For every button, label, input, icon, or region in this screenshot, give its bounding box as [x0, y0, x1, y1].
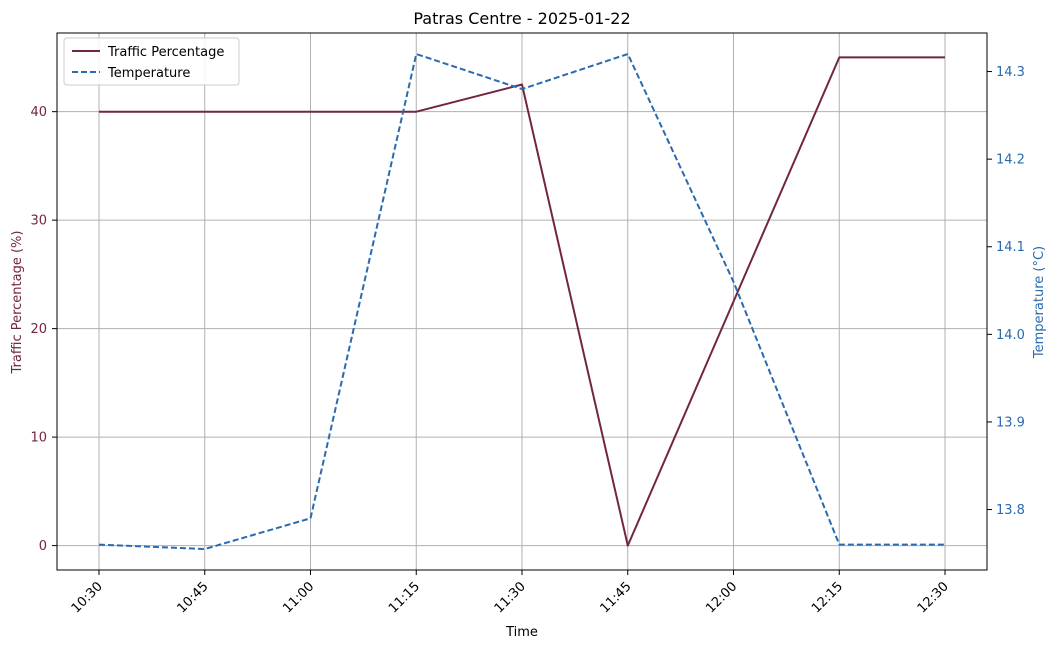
- legend-label-temperature: Temperature: [107, 66, 190, 81]
- grid: [57, 33, 987, 570]
- y-left-tick-label: 10: [30, 431, 47, 446]
- x-tick-label: 11:30: [492, 579, 529, 616]
- x-tick-label: 11:45: [597, 579, 634, 616]
- y-left-tick-label: 20: [30, 322, 47, 337]
- x-axis: 10:30 10:45 11:00 11:15 11:30 11:45 12:00 12:15…: [69, 570, 952, 616]
- y-axis-left: 0 10 20 30 40: [30, 105, 57, 554]
- x-tick-label: 12:30: [915, 579, 952, 616]
- traffic-line: [99, 56, 945, 547]
- y-left-tick-label: 0: [39, 539, 47, 554]
- y-axis-left-label: Traffic Percentage (%): [10, 231, 25, 375]
- y-right-tick-label: 14.1: [996, 240, 1025, 255]
- x-tick-label: 11:15: [386, 579, 423, 616]
- y-right-tick-label: 13.9: [996, 415, 1025, 430]
- x-tick-label: 10:45: [174, 579, 211, 616]
- y-right-tick-label: 14.2: [996, 153, 1025, 168]
- y-left-tick-label: 40: [30, 105, 47, 120]
- plot-area: [98, 53, 945, 550]
- legend: Traffic Percentage Temperature: [63, 37, 240, 86]
- x-tick-label: 12:00: [703, 579, 740, 616]
- y-right-tick-label: 14.0: [996, 328, 1025, 343]
- y-left-tick-label: 30: [30, 214, 47, 229]
- y-right-tick-label: 14.3: [996, 65, 1025, 80]
- y-axis-right-label: Temperature (°C): [1032, 246, 1047, 359]
- chart-title: Patras Centre - 2025-01-22: [413, 9, 630, 28]
- legend-label-traffic: Traffic Percentage: [107, 45, 224, 60]
- x-tick-label: 11:00: [280, 579, 317, 616]
- temperature-line: [98, 53, 945, 550]
- y-right-tick-label: 13.8: [996, 503, 1025, 518]
- x-tick-label: 10:30: [69, 579, 106, 616]
- y-axis-right: 13.8 13.9 14.0 14.1 14.2 14.3: [987, 65, 1025, 518]
- legend-box: [63, 37, 240, 86]
- x-axis-label: Time: [505, 625, 538, 640]
- x-tick-label: 12:15: [809, 579, 846, 616]
